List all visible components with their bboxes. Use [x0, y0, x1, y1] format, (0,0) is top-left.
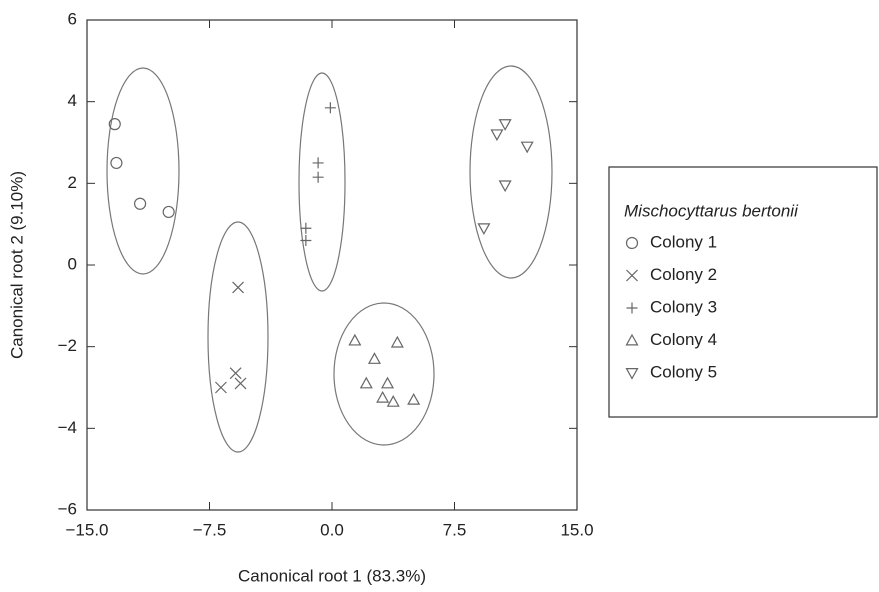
- legend-label: Colony 2: [650, 265, 717, 284]
- ellipse: [333, 302, 435, 446]
- y-tick-label: 2: [68, 173, 77, 192]
- data-point: [108, 118, 121, 131]
- ellipse: [207, 221, 269, 453]
- data-point: [359, 376, 373, 389]
- legend-box: [608, 166, 878, 418]
- data-point: [215, 381, 227, 394]
- data-point: [324, 102, 336, 114]
- x-axis-label: Canonical root 1 (83.3%): [238, 566, 426, 585]
- data-point: [300, 222, 312, 234]
- x-tick-label: 7.5: [443, 520, 467, 539]
- ellipse: [469, 65, 553, 279]
- legend-marker: [625, 236, 639, 250]
- legend-marker: [625, 333, 639, 346]
- data-point: [133, 197, 147, 210]
- legend-marker: [626, 269, 638, 282]
- data-point: [407, 393, 421, 405]
- confidence-ellipses: [106, 65, 553, 453]
- data-point: [498, 180, 512, 193]
- data-point: [300, 235, 312, 246]
- data-point: [477, 223, 491, 235]
- legend-label: Colony 4: [650, 330, 717, 349]
- data-point: [490, 129, 504, 142]
- ellipse: [106, 67, 180, 275]
- data-point: [348, 333, 362, 346]
- x-tick-label: −7.5: [193, 520, 227, 539]
- x-tick-label: 15.0: [560, 520, 593, 539]
- x-tick-label: −15.0: [65, 520, 108, 539]
- data-point: [498, 119, 512, 131]
- data-point: [381, 376, 395, 389]
- plot-frame: [86, 19, 578, 511]
- y-tick-label: −6: [58, 499, 77, 518]
- data-point: [376, 390, 390, 403]
- ellipse: [298, 72, 346, 292]
- x-tick-label: 0.0: [320, 520, 344, 539]
- data-point: [312, 171, 324, 183]
- legend-marker: [625, 368, 639, 380]
- legend-label: Colony 5: [650, 362, 717, 381]
- y-tick-label: 6: [68, 9, 77, 28]
- data-point: [232, 281, 245, 294]
- y-axis-label: Canonical root 2 (9.10%): [7, 171, 26, 359]
- data-point: [520, 141, 534, 154]
- data-point: [229, 367, 242, 380]
- y-tick-label: −2: [58, 336, 77, 355]
- legend-label: Colony 3: [650, 297, 717, 316]
- legend-label: Colony 1: [650, 232, 717, 251]
- data-point: [386, 395, 400, 407]
- legend-title: Mischocyttarus bertonii: [624, 201, 799, 220]
- data-point: [162, 205, 175, 219]
- legend-marker: [626, 302, 638, 314]
- y-tick-label: 0: [68, 254, 77, 273]
- data-point: [367, 352, 381, 364]
- data-point: [110, 156, 123, 170]
- y-tick-label: 4: [68, 91, 77, 110]
- data-point: [390, 335, 404, 348]
- data-point: [234, 377, 247, 390]
- y-tick-label: −4: [58, 418, 77, 437]
- data-point: [312, 157, 324, 169]
